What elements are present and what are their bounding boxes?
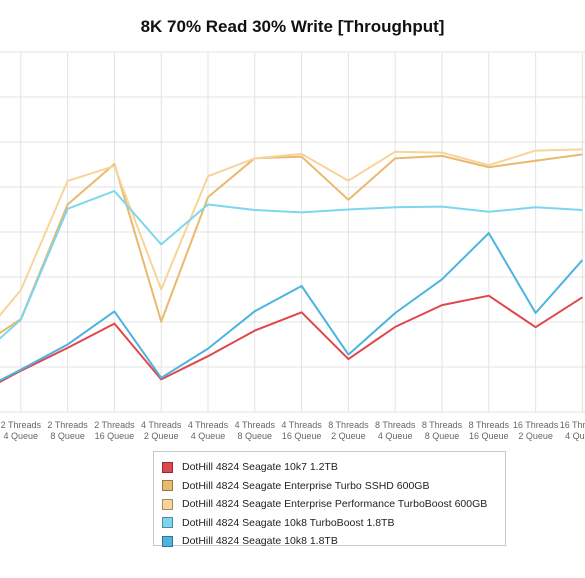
legend-item: DotHill 4824 Seagate 10k7 1.2TB [162,460,338,474]
legend-swatch [162,517,173,528]
legend-item: DotHill 4824 Seagate 10k8 TurboBoost 1.8… [162,516,394,530]
legend-swatch [162,461,173,473]
series-line-1 [0,294,583,383]
x-tick-label: 8 Threads 16 Queue [469,420,510,441]
legend-swatch [162,535,173,547]
x-tick-label: 4 Threads 4 Queue [188,420,229,441]
legend-item: DotHill 4824 Seagate 10k8 1.8TB [162,534,338,548]
legend-item: DotHill 4824 Seagate Enterprise Turbo SS… [162,479,429,493]
legend-label: DotHill 4824 Seagate 10k7 1.2TB [182,461,338,473]
legend-label: DotHill 4824 Seagate 10k8 TurboBoost 1.8… [182,516,395,529]
x-tick-label: 16 Threads 2 Queue [513,420,559,441]
x-tick-label: 2 Threads 4 Queue [1,420,42,441]
x-tick-label: 4 Threads 8 Queue [235,420,276,441]
x-tick-label: 2 Threads 8 Queue [47,420,88,441]
legend-item: DotHill 4824 Seagate Enterprise Performa… [162,497,487,511]
chart-grid [0,51,585,413]
chart-legend: DotHill 4824 Seagate 10k7 1.2TB DotHill 4… [153,451,506,548]
x-tick-label: 8 Threads 4 Queue [375,420,416,441]
chart-series [0,148,584,383]
series-line-2 [0,153,583,335]
x-tick-label: 8 Threads 8 Queue [422,420,463,441]
series-line-4 [0,190,583,340]
x-tick-label: 2 Threads 16 Queue [94,420,135,441]
legend-label: DotHill 4824 Seagate Enterprise Turbo SS… [182,479,430,492]
legend-label: DotHill 4824 Seagate 10k8 1.8TB [182,535,338,547]
series-line-5 [0,232,584,382]
x-tick-label: 4 Threads 2 Queue [141,420,182,441]
legend-swatch [162,480,173,491]
x-tick-label: 8 Threads 2 Queue [328,420,369,441]
x-tick-label: 4 Threads 16 Queue [281,420,322,441]
legend-label: DotHill 4824 Seagate Enterprise Performa… [182,498,488,510]
series-line-3 [0,148,583,317]
legend-swatch [162,498,173,510]
chart-title: 8K 70% Read 30% Write [Throughput] [140,17,445,36]
